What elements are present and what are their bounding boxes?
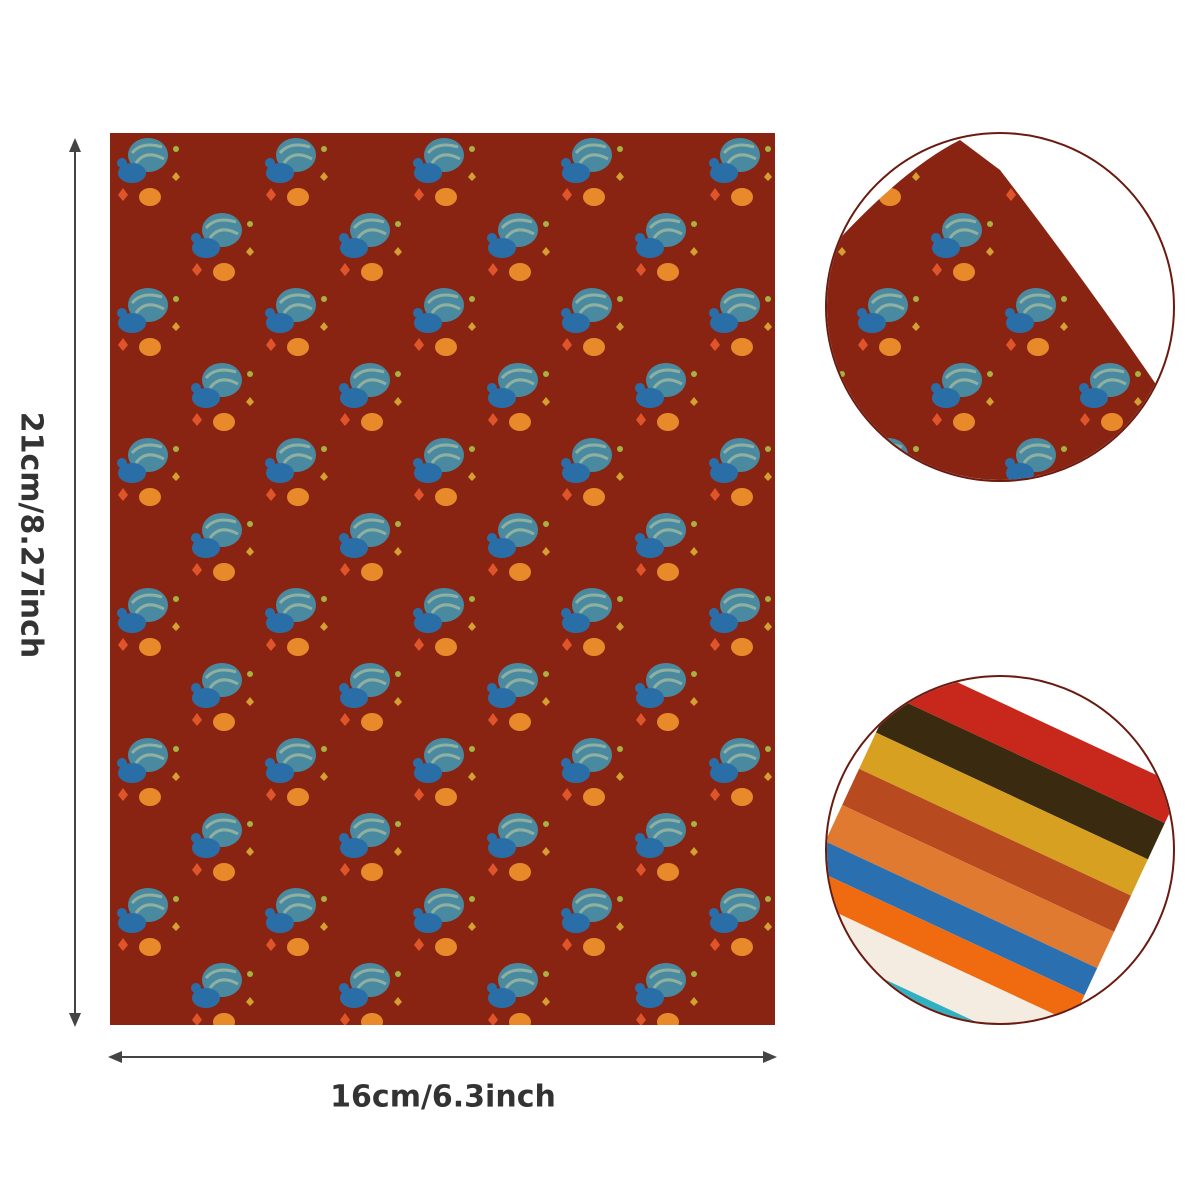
- width-label: 16cm/6.3inch: [330, 1080, 556, 1115]
- detail-zoom: [827, 134, 1173, 480]
- height-label: 21cm/8.27inch: [14, 412, 49, 659]
- assortment-circle: [825, 675, 1175, 1025]
- detail-circle: [825, 132, 1175, 482]
- fabric-sheet: [110, 133, 775, 1025]
- height-arrow: [69, 138, 81, 1027]
- width-arrow: [108, 1051, 777, 1063]
